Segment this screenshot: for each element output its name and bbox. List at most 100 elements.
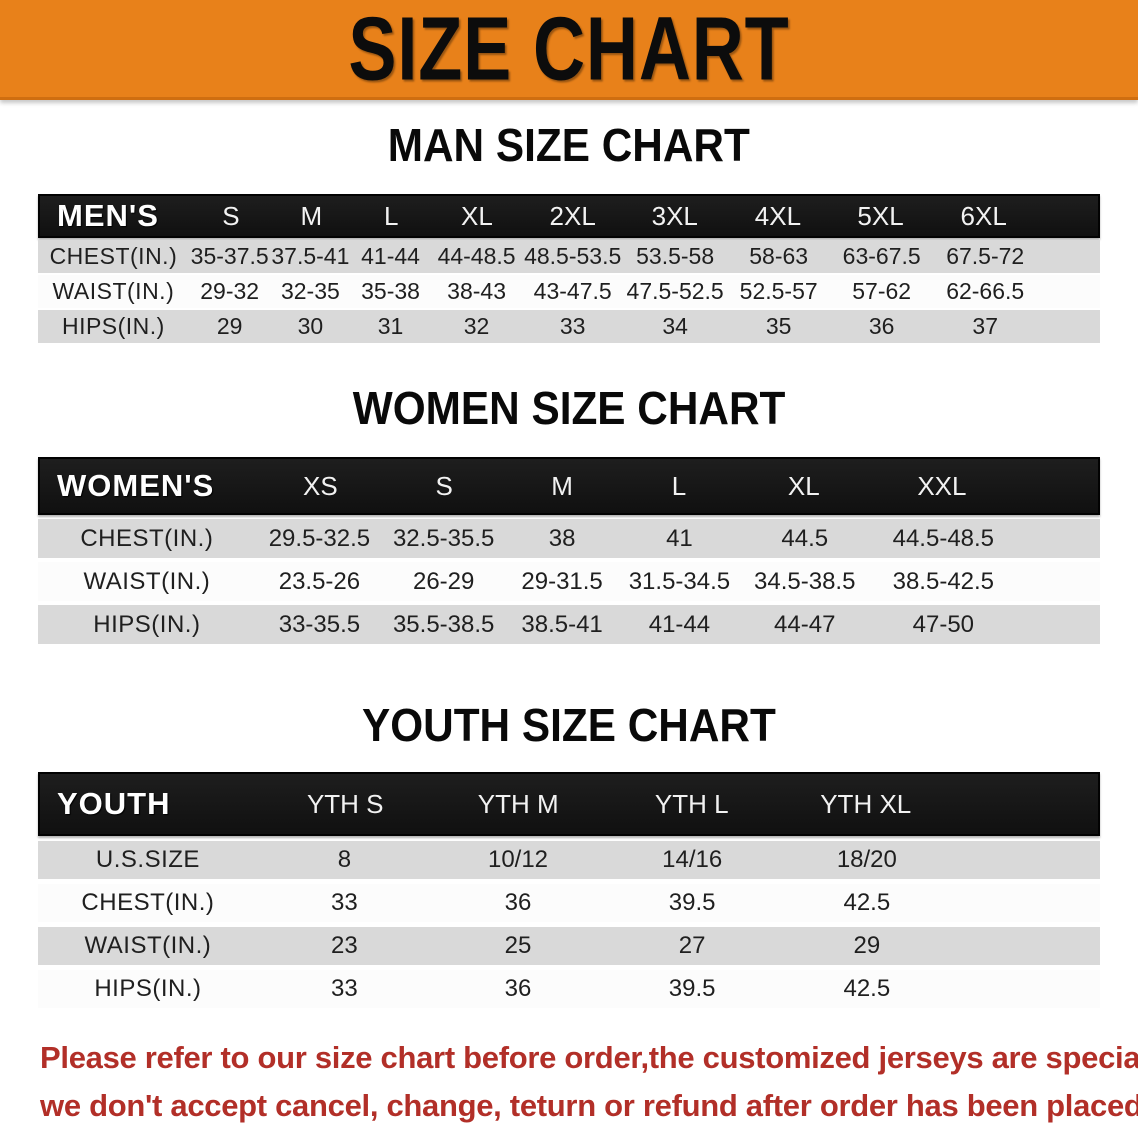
row-label: CHEST(IN.) <box>49 243 178 269</box>
disclaimer-line-2: we don't accept cancel, change, teturn o… <box>40 1088 1138 1124</box>
women-section-heading: WOMEN SIZE CHART <box>0 385 1138 431</box>
column-header: XXL <box>917 470 967 501</box>
table-cell: 8 <box>337 846 352 873</box>
column-header: 4XL <box>754 200 802 231</box>
table-cell: 44.5 <box>781 524 829 552</box>
table-cell: 36 <box>504 975 532 1002</box>
table-cell: 31 <box>377 313 404 339</box>
table-cell: 36 <box>504 889 532 916</box>
women-size-chart-section: WOMEN SIZE CHART WOMEN'S XS S M L XL XXL CHEST(… <box>0 385 1138 644</box>
table-row: CHEST(IN.) 29.5-32.5 32.5-35.5 38 41 44.5 44.5… <box>38 519 1100 558</box>
table-cell: 41-44 <box>648 610 711 638</box>
column-header: YTH M <box>477 788 559 819</box>
table-cell: 52.5-57 <box>739 278 818 304</box>
youth-size-table: YOUTH YTH S YTH M YTH L YTH XL U.S.SIZE 8 10/12… <box>38 772 1100 1008</box>
table-cell: 36 <box>868 313 895 339</box>
size-chart-banner: SIZE CHART <box>0 0 1138 100</box>
table-cell: 29.5-32.5 <box>268 524 371 552</box>
youth-section-heading-text: YOUTH SIZE CHART <box>362 699 776 751</box>
table-cell: 41 <box>666 524 693 552</box>
table-cell: 38-43 <box>447 278 506 304</box>
youth-section-heading: YOUTH SIZE CHART <box>0 702 1138 748</box>
table-cell: 63-67.5 <box>842 243 921 269</box>
women-size-table: WOMEN'S XS S M L XL XXL CHEST(IN.) 29.5-32.5 32.5… <box>38 457 1100 644</box>
men-section-heading: MAN SIZE CHART <box>0 122 1138 168</box>
table-cell: 26-29 <box>412 567 475 595</box>
table-cell: 31.5-34.5 <box>628 567 731 595</box>
table-cell: 32.5-35.5 <box>392 524 495 552</box>
row-label: CHEST(IN.) <box>81 889 215 916</box>
disclaimer-line-1: Please refer to our size chart before or… <box>40 1040 1138 1075</box>
row-label: HIPS(IN.) <box>61 313 165 339</box>
table-cell: 33 <box>559 313 586 339</box>
row-label: HIPS(IN.) <box>93 610 201 638</box>
table-header-row: MEN'S S M L XL 2XL 3XL 4XL 5XL 6XL <box>38 194 1100 238</box>
table-cell: 42.5 <box>843 889 891 916</box>
table-cell: 43-47.5 <box>533 278 612 304</box>
table-cell: 58-63 <box>749 243 809 269</box>
table-cell: 35-37.5 <box>190 243 269 269</box>
table-cell: 47.5-52.5 <box>626 278 724 304</box>
table-cell: 35.5-38.5 <box>392 610 495 638</box>
table-row: WAIST(IN.) 29-32 32-35 35-38 38-43 43-47.5 47.… <box>38 275 1100 308</box>
column-header: 2XL <box>549 200 596 231</box>
row-label: CHEST(IN.) <box>80 524 214 552</box>
table-cell: 39.5 <box>668 975 716 1002</box>
men-size-table: MEN'S S M L XL 2XL 3XL 4XL 5XL 6XL CHEST(IN.) 35-37… <box>38 194 1100 343</box>
column-header: XS <box>303 470 338 501</box>
column-header: YTH L <box>654 788 729 819</box>
table-header-row: YOUTH YTH S YTH M YTH L YTH XL <box>38 772 1100 836</box>
row-label: WAIST(IN.) <box>84 932 212 959</box>
table-cell: 34.5-38.5 <box>754 567 856 595</box>
table-cell: 35 <box>765 313 792 339</box>
table-row: WAIST(IN.) 23 25 27 29 <box>38 927 1100 965</box>
table-cell: 23.5-26 <box>278 567 361 595</box>
table-cell: 33 <box>331 975 358 1002</box>
table-cell: 29-32 <box>200 278 260 304</box>
column-header: L <box>384 200 399 231</box>
table-cell: 33-35.5 <box>278 610 361 638</box>
table-cell: 37 <box>972 313 998 339</box>
table-cell: 42.5 <box>843 975 891 1002</box>
table-cell: 39.5 <box>668 889 716 916</box>
table-row: HIPS(IN.) 29 30 31 32 33 34 35 36 37 <box>38 310 1100 343</box>
table-cell: 34 <box>662 313 688 339</box>
table-cell: 35-38 <box>361 278 420 304</box>
table-cell: 48.5-53.5 <box>524 243 622 269</box>
column-header: XL <box>461 200 493 231</box>
table-title-cell: WOMEN'S <box>57 468 215 503</box>
women-section-heading-text: WOMEN SIZE CHART <box>352 382 786 434</box>
table-cell: 29 <box>216 313 243 339</box>
table-row: WAIST(IN.) 23.5-26 26-29 29-31.5 31.5-34.5 34… <box>38 562 1100 601</box>
order-disclaimer: Please refer to our size chart before or… <box>0 1034 1138 1130</box>
table-header-row: WOMEN'S XS S M L XL XXL <box>38 457 1100 515</box>
banner-title: SIZE CHART <box>348 0 790 99</box>
table-row: U.S.SIZE 8 10/12 14/16 18/20 <box>38 841 1100 879</box>
table-cell: 32 <box>463 313 490 339</box>
table-cell: 29-31.5 <box>521 567 603 595</box>
table-cell: 53.5-58 <box>636 243 715 269</box>
youth-size-chart-section: YOUTH SIZE CHART YOUTH YTH S YTH M YTH L YTH… <box>0 702 1138 1008</box>
column-header: 5XL <box>857 200 904 231</box>
table-cell: 47-50 <box>912 610 975 638</box>
table-cell: 29 <box>853 932 881 959</box>
row-label: U.S.SIZE <box>95 846 200 873</box>
table-cell: 44-48.5 <box>437 243 516 269</box>
men-section-heading-text: MAN SIZE CHART <box>387 119 751 171</box>
table-cell: 62-66.5 <box>946 278 1025 304</box>
table-cell: 44.5-48.5 <box>892 524 995 552</box>
table-cell: 38.5-42.5 <box>892 567 995 595</box>
table-row: CHEST(IN.) 35-37.5 37.5-41 41-44 44-48.5 48.5… <box>38 240 1100 273</box>
table-cell: 38 <box>548 524 576 552</box>
table-cell: 37.5-41 <box>271 243 350 269</box>
table-title-cell: MEN'S <box>57 198 159 233</box>
column-header: YTH S <box>306 788 384 819</box>
table-cell: 41-44 <box>361 243 420 269</box>
column-header: S <box>222 200 240 231</box>
table-cell: 23 <box>331 932 358 959</box>
table-cell: 27 <box>678 932 706 959</box>
column-header: 3XL <box>651 200 698 231</box>
column-header: M <box>551 470 573 501</box>
table-cell: 14/16 <box>662 846 723 873</box>
column-header: M <box>300 200 323 231</box>
